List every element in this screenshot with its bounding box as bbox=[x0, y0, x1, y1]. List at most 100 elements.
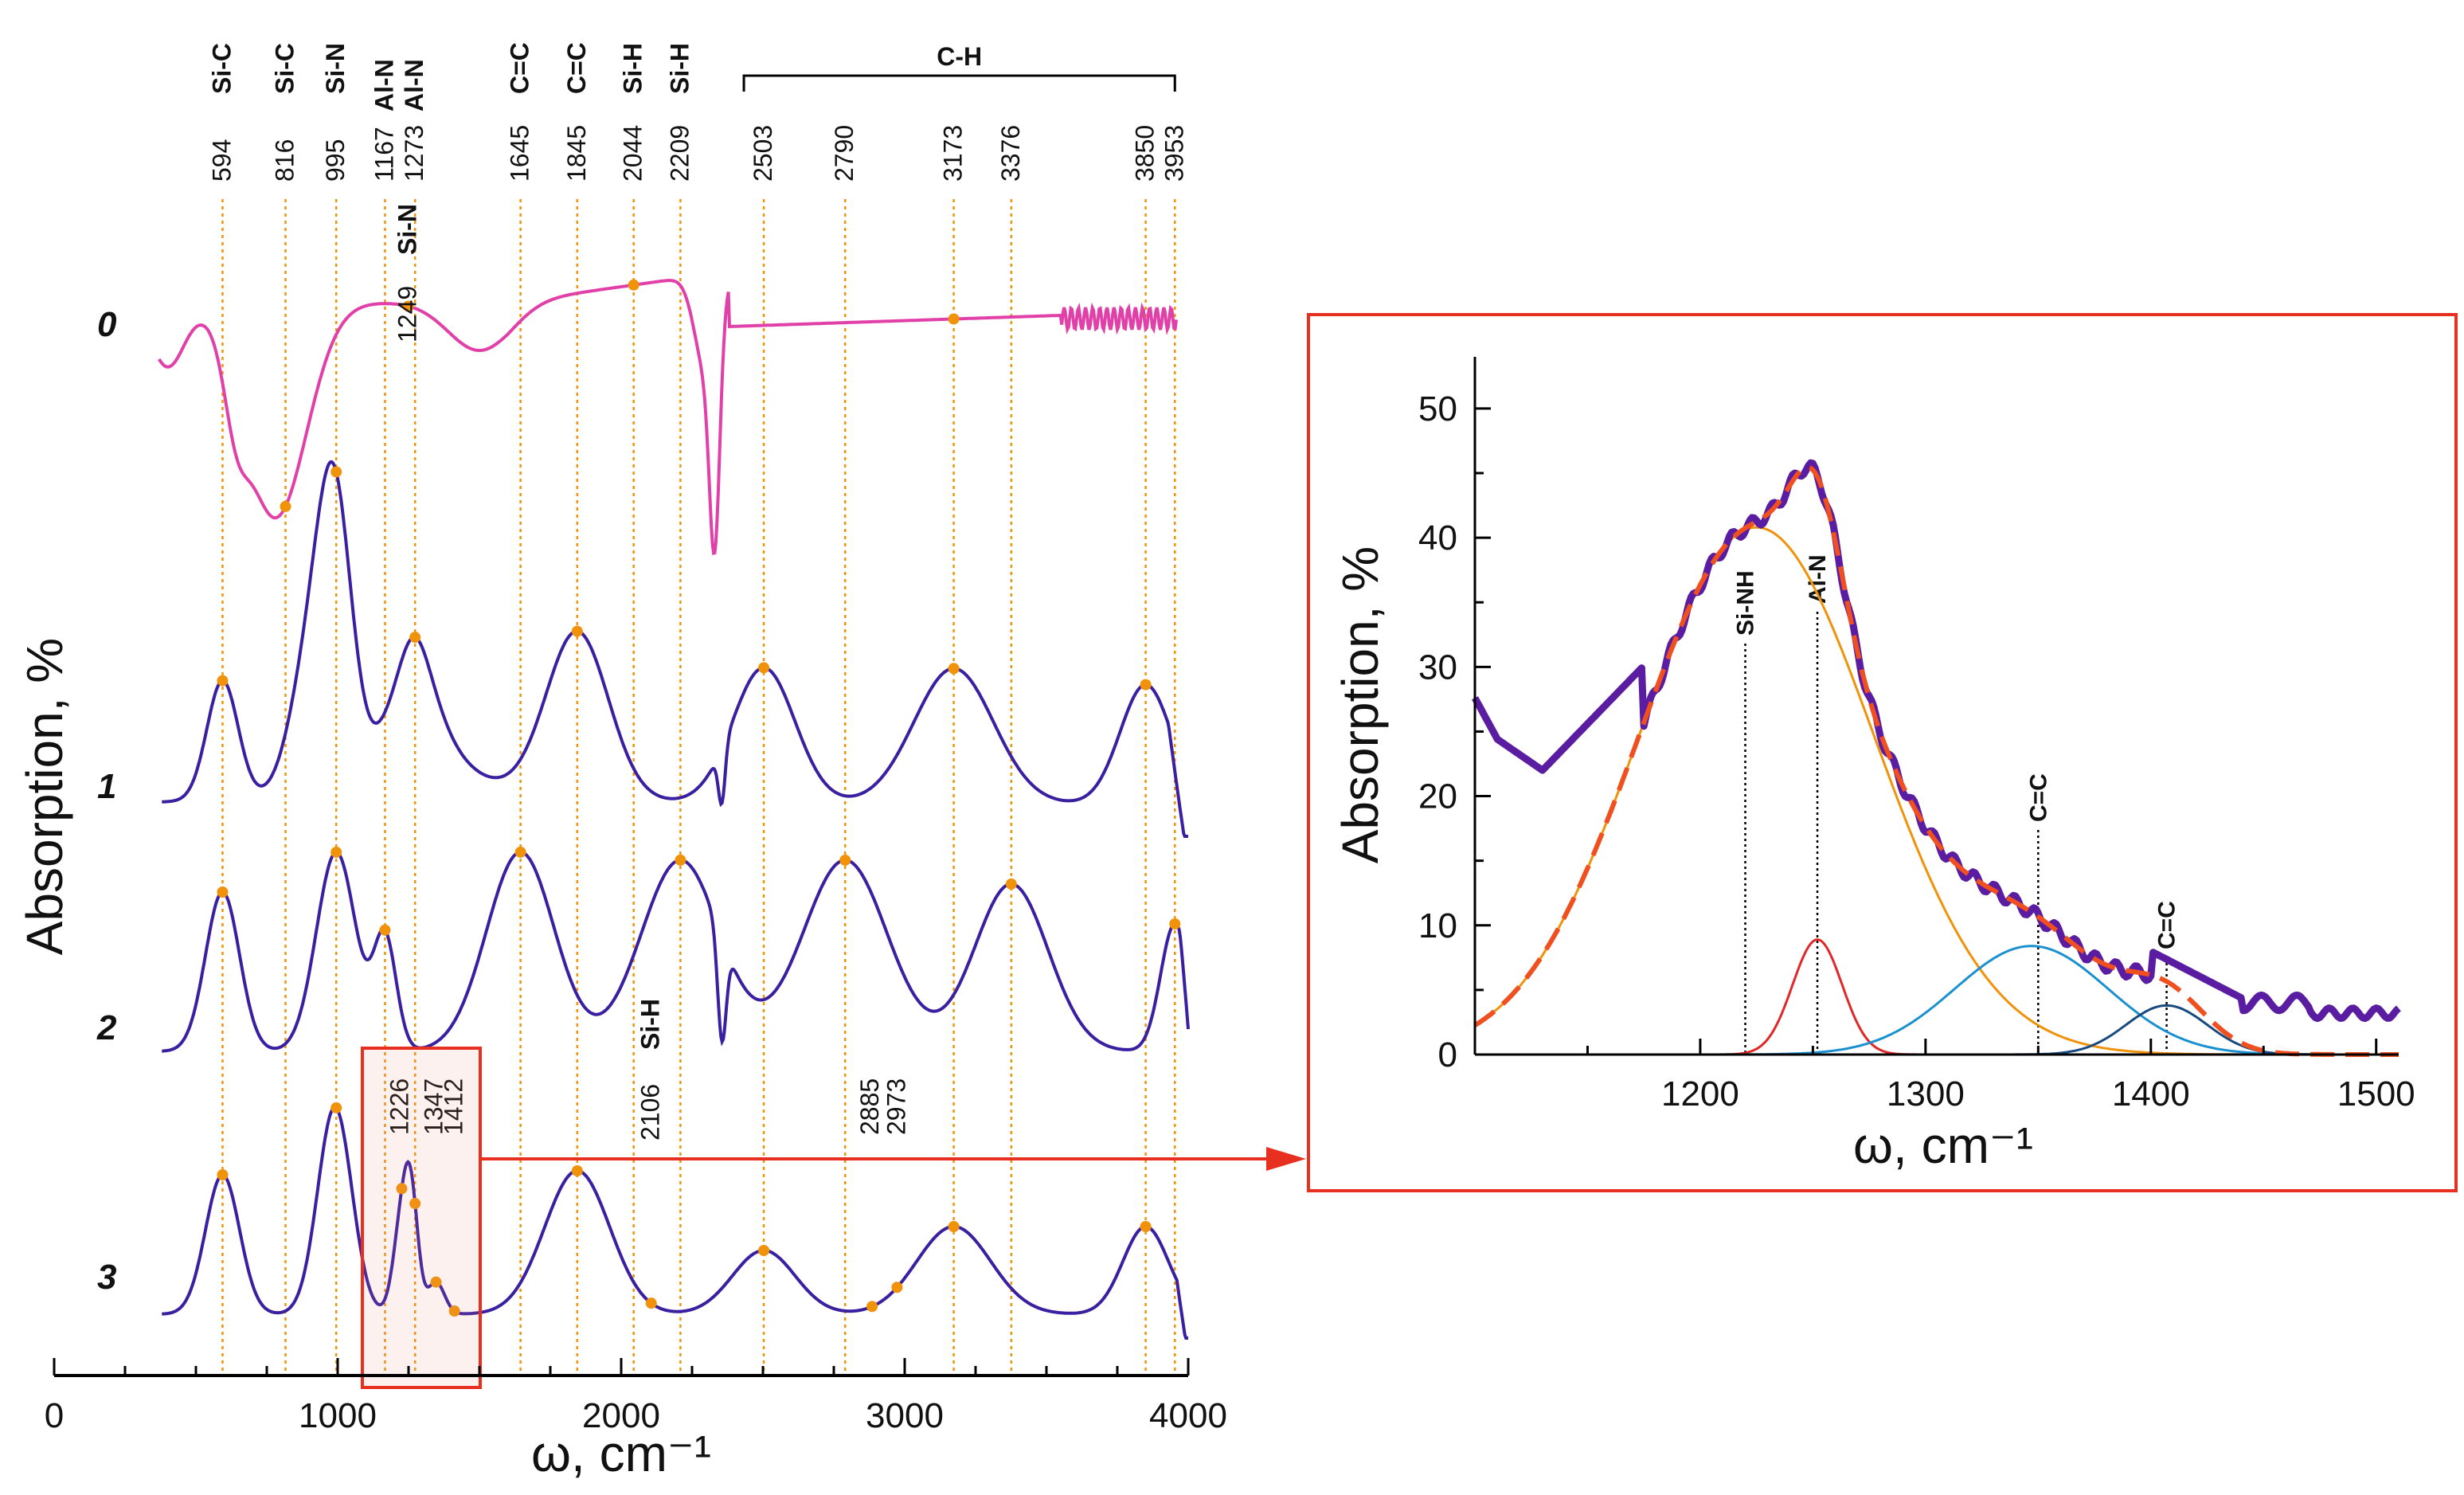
marker-2-2790 bbox=[839, 854, 851, 866]
peak-value-995: 995 bbox=[321, 139, 350, 182]
main-x-tick-label-4000: 4000 bbox=[1149, 1396, 1227, 1435]
marker-2-594 bbox=[217, 886, 229, 898]
marker-1-3173 bbox=[948, 663, 960, 675]
extra-value-1249: 1249 bbox=[393, 286, 422, 342]
marker-0-2044 bbox=[628, 279, 639, 291]
extra-value-2973: 2973 bbox=[882, 1078, 910, 1135]
inset-y-tick-label-20: 20 bbox=[1418, 777, 1457, 816]
inset-annotation-label-2: C=C bbox=[2025, 773, 2051, 822]
marker-3-1845 bbox=[571, 1165, 583, 1176]
main-x-tick-label-3000: 3000 bbox=[866, 1396, 944, 1435]
extra-value-1226: 1226 bbox=[385, 1078, 413, 1135]
inset-y-tick-label-40: 40 bbox=[1418, 519, 1457, 558]
main-y-axis-title-text: Absorption, % bbox=[16, 638, 73, 955]
marker-1-594 bbox=[217, 675, 229, 687]
marker-1-1273 bbox=[409, 632, 421, 644]
main-x-axis-title-text: ω, cm⁻¹ bbox=[531, 1425, 711, 1482]
inset-x-axis-title-text: ω, cm⁻¹ bbox=[1853, 1117, 2033, 1174]
marker-0-1249 bbox=[402, 300, 414, 312]
ch-bracket-label: C-H bbox=[937, 42, 982, 71]
peak-value-1645: 1645 bbox=[506, 125, 534, 182]
marker-2-1167 bbox=[379, 924, 391, 936]
peak-value-3173: 3173 bbox=[939, 125, 968, 182]
main-x-tick-label-1000: 1000 bbox=[299, 1396, 377, 1435]
peak-value-1273: 1273 bbox=[400, 125, 428, 182]
marker-1-3850 bbox=[1140, 679, 1152, 691]
inset-x-tick-label-1300: 1300 bbox=[1887, 1074, 1965, 1113]
marker-3-1273 bbox=[409, 1198, 421, 1210]
marker-3-3850 bbox=[1140, 1220, 1152, 1232]
inset-curve-fit bbox=[1473, 464, 2399, 1057]
marker-3-2973 bbox=[891, 1282, 903, 1293]
inset-x-tick-label-1400: 1400 bbox=[2112, 1074, 2190, 1113]
curve-label-0: 0 bbox=[97, 305, 117, 344]
main-x-tick-label-0: 0 bbox=[45, 1396, 64, 1435]
main-x-tick-label-2000: 2000 bbox=[582, 1396, 660, 1435]
inset-y-axis-title-text: Absorption, % bbox=[1332, 546, 1389, 863]
inset-curve-measured bbox=[1472, 459, 2401, 1023]
marker-3-995 bbox=[330, 1102, 342, 1113]
marker-3-3173 bbox=[948, 1221, 960, 1232]
marker-1-995 bbox=[330, 466, 342, 478]
inset-annotation-label-0: Si-NH bbox=[1733, 570, 1759, 636]
peak-label-594: Si-C bbox=[207, 43, 236, 94]
zoom-arrowhead bbox=[1266, 1147, 1306, 1171]
inset-y-tick-label-50: 50 bbox=[1418, 389, 1457, 429]
peak-label-1167: Al-N bbox=[370, 59, 398, 112]
peak-label-1273: Al-N bbox=[400, 59, 428, 112]
peak-label-2209: Si-H bbox=[665, 43, 694, 94]
curve-2 bbox=[162, 850, 1190, 1053]
marker-3-2503 bbox=[758, 1244, 770, 1256]
inset-axes: 0 10 20 30 40 50 1200 1300 1400 1500 bbox=[1418, 357, 2415, 1113]
peak-value-3953: 3953 bbox=[1160, 125, 1188, 182]
peak-label-816: Si-C bbox=[270, 43, 299, 94]
peak-label-995: Si-N bbox=[321, 43, 350, 94]
ch-bracket bbox=[742, 74, 1176, 92]
curve-label-1: 1 bbox=[97, 767, 116, 806]
marker-2-995 bbox=[330, 846, 342, 858]
peak-label-1845: C=C bbox=[562, 42, 591, 94]
peak-label-2044: Si-H bbox=[619, 43, 647, 94]
inset-annotation-label-3: C=C bbox=[2154, 901, 2180, 949]
marker-2-3953 bbox=[1169, 918, 1181, 929]
extra-label-2106: Si-H bbox=[636, 999, 665, 1050]
peak-value-2044: 2044 bbox=[619, 125, 647, 182]
extra-label-1249: Si-N bbox=[393, 204, 422, 255]
peak-value-3850: 3850 bbox=[1131, 125, 1160, 182]
main-x-axis: 0 1000 2000 3000 4000 bbox=[45, 1358, 1227, 1435]
main-x-axis-title: ω, cm⁻¹ bbox=[531, 1425, 711, 1482]
inset-x-tick-label-1500: 1500 bbox=[2337, 1074, 2415, 1113]
zoom-region-box bbox=[361, 1047, 482, 1389]
extra-value-2885: 2885 bbox=[855, 1078, 884, 1135]
extra-value-1412: 1412 bbox=[440, 1078, 468, 1135]
peak-markers bbox=[217, 279, 1181, 1317]
peak-value-1167: 1167 bbox=[370, 127, 398, 182]
extra-value-1347: 1347 bbox=[420, 1078, 448, 1135]
marker-3-1226 bbox=[396, 1183, 408, 1195]
marker-1-1845 bbox=[571, 625, 583, 637]
marker-2-1645 bbox=[514, 846, 526, 858]
peak-value-2503: 2503 bbox=[749, 125, 777, 182]
peak-value-816: 816 bbox=[270, 139, 299, 182]
main-y-axis-title: Absorption, % bbox=[16, 638, 73, 955]
inset-annotation-lines: Si-NH Al-NC=CC=C bbox=[1733, 554, 2180, 1055]
curve-3 bbox=[162, 1106, 1188, 1340]
peak-labels: 594Si-C816Si-C995Si-N1167Al-N1273Al-N164… bbox=[96, 42, 1188, 1297]
peak-value-2209: 2209 bbox=[665, 125, 694, 182]
inset-y-axis-title: Absorption, % bbox=[1332, 546, 1389, 863]
extra-value-2106: 2106 bbox=[636, 1084, 665, 1141]
marker-3-1412 bbox=[448, 1305, 460, 1317]
curve-1 bbox=[162, 460, 1188, 838]
inset-y-tick-label-0: 0 bbox=[1438, 1035, 1457, 1074]
peak-value-1845: 1845 bbox=[562, 125, 591, 182]
marker-3-1347 bbox=[430, 1276, 442, 1288]
marker-0-3173 bbox=[948, 313, 960, 325]
peak-label-1645: C=C bbox=[506, 42, 534, 94]
main-chart: 594Si-C816Si-C995Si-N1167Al-N1273Al-N164… bbox=[16, 42, 1306, 1482]
spectra-curves bbox=[158, 279, 1190, 1340]
curve-label-2: 2 bbox=[96, 1008, 117, 1047]
inset-x-tick-label-1200: 1200 bbox=[1661, 1074, 1739, 1113]
inset-y-tick-label-30: 30 bbox=[1418, 648, 1457, 687]
